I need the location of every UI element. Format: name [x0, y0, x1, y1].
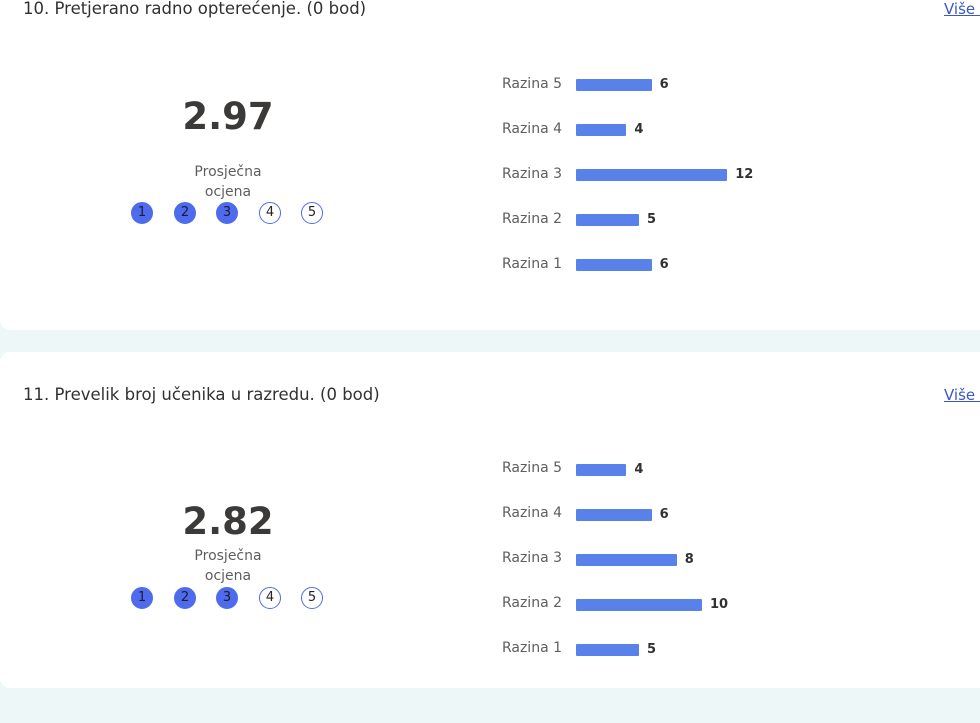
rating-dot-1: 1 [131, 202, 153, 224]
question-card-10: 10. Pretjerano radno opterećenje. (0 bod… [0, 0, 980, 330]
level-bar [576, 214, 639, 226]
level-count: 6 [659, 77, 669, 92]
level-bar [576, 169, 728, 181]
more-details-link[interactable]: Više p [944, 386, 980, 404]
rating-dot-1: 1 [131, 587, 153, 609]
level-label: Razina 5 [501, 76, 562, 92]
rating-dot-5: 5 [301, 202, 323, 224]
level-count: 10 [710, 597, 729, 612]
level-label: Razina 2 [501, 595, 562, 611]
average-score: 2.82 [182, 500, 274, 543]
average-score: 2.97 [182, 95, 274, 138]
level-label: Razina 5 [501, 460, 562, 476]
level-distribution-chart: Razina 5 6 Razina 4 4 Razina 3 12 Razina… [0, 0, 980, 320]
level-label: Razina 2 [501, 211, 562, 227]
level-bar [576, 124, 627, 136]
rating-dot-3: 3 [216, 202, 238, 224]
question-card-11: 11. Prevelik broj učenika u razredu. (0 … [0, 352, 980, 688]
level-count: 6 [659, 507, 669, 522]
level-count: 6 [659, 257, 669, 272]
level-count: 5 [647, 212, 657, 227]
level-label: Razina 4 [501, 505, 562, 521]
rating-dot-2: 2 [174, 202, 196, 224]
level-label: Razina 4 [501, 121, 562, 137]
level-bar [576, 599, 702, 611]
average-label: Prosječna ocjena [194, 548, 262, 584]
average-label: Prosječna ocjena [194, 164, 262, 200]
level-bar [576, 79, 652, 91]
level-count: 4 [634, 462, 644, 477]
level-count: 5 [647, 642, 657, 657]
more-details-link[interactable]: Više p [944, 0, 980, 18]
rating-dot-4: 4 [259, 587, 281, 609]
level-bar [576, 464, 627, 476]
level-bar [576, 554, 677, 566]
rating-dot-4: 4 [259, 202, 281, 224]
level-bar [576, 259, 652, 271]
question-title: 10. Pretjerano radno opterećenje. (0 bod… [23, 0, 367, 18]
rating-dot-3: 3 [216, 587, 238, 609]
level-label: Razina 3 [501, 166, 562, 182]
level-bar [576, 509, 652, 521]
level-label: Razina 1 [501, 640, 562, 656]
level-distribution-chart: Razina 5 4 Razina 4 6 Razina 3 8 Razina … [0, 352, 980, 688]
level-label: Razina 1 [501, 256, 562, 272]
level-bar [576, 644, 639, 656]
level-label: Razina 3 [501, 550, 562, 566]
rating-dot-2: 2 [174, 587, 196, 609]
rating-dot-5: 5 [301, 587, 323, 609]
level-count: 4 [634, 122, 644, 137]
question-title: 11. Prevelik broj učenika u razredu. (0 … [23, 385, 380, 404]
level-count: 12 [735, 167, 754, 182]
level-count: 8 [684, 552, 694, 567]
